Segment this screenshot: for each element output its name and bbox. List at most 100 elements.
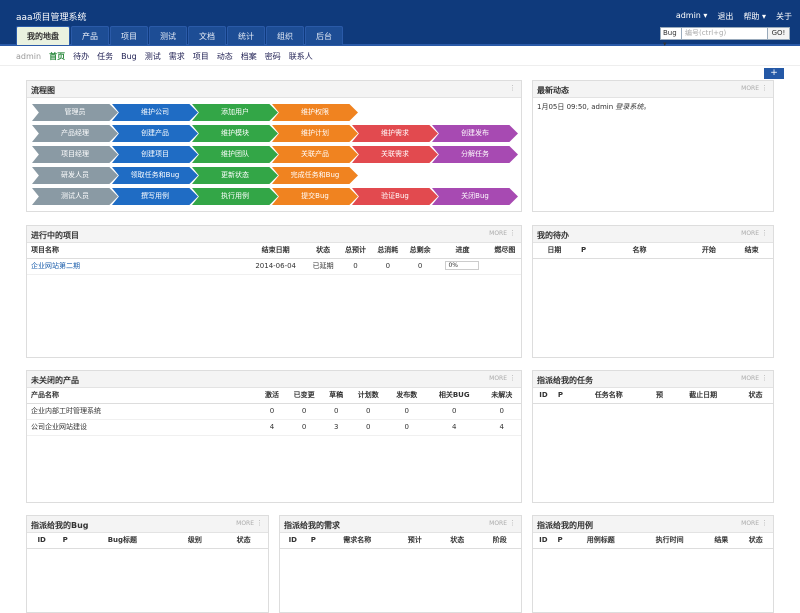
col-status[interactable]: 状态 — [738, 388, 773, 404]
tab-doc[interactable]: 文档 — [188, 26, 226, 45]
col-story-name[interactable]: 需求名称 — [321, 533, 394, 549]
flow-role-step[interactable]: 产品经理 — [32, 125, 118, 142]
add-block-button[interactable]: + — [764, 68, 784, 79]
col-project-name[interactable]: 项目名称 — [27, 243, 245, 259]
col-pri[interactable]: P — [554, 388, 567, 404]
bugs-menu-icon[interactable]: ⋮ — [256, 519, 263, 527]
col-draft[interactable]: 草稿 — [323, 388, 350, 404]
col-estimate[interactable]: 总预计 — [339, 243, 372, 259]
col-status[interactable]: 状态 — [307, 243, 340, 259]
subnav-contacts[interactable]: 联系人 — [288, 52, 313, 61]
subnav-todo[interactable]: 待办 — [73, 52, 90, 61]
user-menu[interactable]: admin ▾ — [675, 11, 708, 20]
products-menu-icon[interactable]: ⋮ — [509, 374, 516, 382]
flow-step[interactable]: 维护计划 — [272, 125, 358, 142]
flow-role-step[interactable]: 项目经理 — [32, 146, 118, 163]
col-estimate[interactable]: 预 — [650, 388, 669, 404]
col-end-date[interactable]: 结束日期 — [244, 243, 307, 259]
subnav-task[interactable]: 任务 — [97, 52, 114, 61]
search-type-select[interactable]: Bug ▾ — [660, 27, 682, 48]
flow-role-step[interactable]: 管理员 — [32, 104, 118, 121]
flow-step[interactable]: 更新状态 — [192, 167, 278, 184]
flow-step[interactable]: 执行用例 — [192, 188, 278, 205]
subnav-story[interactable]: 需求 — [168, 52, 185, 61]
col-date[interactable]: 日期 — [533, 243, 576, 259]
col-plans[interactable]: 计划数 — [349, 388, 388, 404]
flow-step[interactable]: 维护权限 — [272, 104, 358, 121]
news-more-link[interactable]: MORE — [741, 85, 759, 92]
tab-admin[interactable]: 后台 — [305, 26, 343, 45]
todo-menu-icon[interactable]: ⋮ — [761, 229, 768, 237]
col-stage[interactable]: 阶段 — [478, 533, 521, 549]
tab-project[interactable]: 项目 — [110, 26, 148, 45]
flow-step[interactable]: 提交Bug — [272, 188, 358, 205]
tab-my[interactable]: 我的地盘 — [16, 26, 70, 45]
product-name-cell[interactable]: 公司企业网站建设 — [27, 419, 260, 436]
flow-role-step[interactable]: 研发人员 — [32, 167, 118, 184]
col-id[interactable]: ID — [280, 533, 306, 549]
col-status[interactable]: 状态 — [435, 533, 479, 549]
search-input[interactable]: 编号(ctrl+g) — [682, 27, 768, 40]
news-item-text[interactable]: 登录系统。 — [615, 103, 651, 111]
col-left[interactable]: 总剩余 — [403, 243, 437, 259]
col-status[interactable]: 状态 — [219, 533, 268, 549]
col-bugs[interactable]: 相关BUG — [426, 388, 483, 404]
flow-step[interactable]: 维护模块 — [192, 125, 278, 142]
tab-company[interactable]: 组织 — [266, 26, 304, 45]
stories-more-link[interactable]: MORE — [489, 520, 507, 527]
project-link[interactable]: 企业网站第二期 — [31, 262, 80, 270]
col-pri[interactable]: P — [305, 533, 322, 549]
subnav-dynamic[interactable]: 动态 — [216, 52, 233, 61]
flow-step[interactable]: 创建项目 — [112, 146, 198, 163]
col-releases[interactable]: 发布数 — [387, 388, 427, 404]
col-product-name[interactable]: 产品名称 — [27, 388, 260, 404]
col-run-time[interactable]: 执行时间 — [635, 533, 705, 549]
col-begin[interactable]: 开始 — [687, 243, 731, 259]
about-link[interactable]: 关于 — [776, 12, 792, 21]
col-pri[interactable]: P — [553, 533, 567, 549]
flow-step[interactable]: 完成任务和Bug — [272, 167, 358, 184]
search-go-button[interactable]: GO! — [768, 27, 790, 40]
col-name[interactable]: 名称 — [591, 243, 688, 259]
cases-menu-icon[interactable]: ⋮ — [761, 519, 768, 527]
projects-menu-icon[interactable]: ⋮ — [509, 229, 516, 237]
projects-more-link[interactable]: MORE — [489, 230, 507, 237]
todo-more-link[interactable]: MORE — [741, 230, 759, 237]
flow-panel-menu-icon[interactable]: ⋮ — [509, 84, 516, 92]
subnav-project[interactable]: 项目 — [192, 52, 209, 61]
flow-step[interactable]: 关闭Bug — [432, 188, 518, 205]
cases-more-link[interactable]: MORE — [741, 520, 759, 527]
products-more-link[interactable]: MORE — [489, 375, 507, 382]
col-estimate[interactable]: 预计 — [393, 533, 436, 549]
subnav-index[interactable]: 首页 — [49, 52, 66, 61]
flow-step[interactable]: 创建发布 — [432, 125, 518, 142]
col-deadline[interactable]: 截止日期 — [668, 388, 739, 404]
col-result[interactable]: 结果 — [704, 533, 739, 549]
col-severity[interactable]: 级别 — [170, 533, 220, 549]
col-consumed[interactable]: 总消耗 — [371, 243, 404, 259]
flow-step[interactable]: 维护需求 — [352, 125, 438, 142]
stories-menu-icon[interactable]: ⋮ — [509, 519, 516, 527]
flow-step[interactable]: 分解任务 — [432, 146, 518, 163]
col-unresolved[interactable]: 未解决 — [482, 388, 521, 404]
col-id[interactable]: ID — [27, 533, 57, 549]
news-menu-icon[interactable]: ⋮ — [761, 84, 768, 92]
flow-step[interactable]: 维护公司 — [112, 104, 198, 121]
col-case-title[interactable]: 用例标题 — [566, 533, 636, 549]
product-name-cell[interactable]: 企业内部工时管理系统 — [27, 403, 260, 420]
col-bug-title[interactable]: Bug标题 — [74, 533, 171, 549]
flow-step[interactable]: 撰写用例 — [112, 188, 198, 205]
subnav-password[interactable]: 密码 — [264, 52, 281, 61]
tab-qa[interactable]: 测试 — [149, 26, 187, 45]
tab-product[interactable]: 产品 — [71, 26, 109, 45]
flow-step[interactable]: 创建产品 — [112, 125, 198, 142]
flow-step[interactable]: 添加用户 — [192, 104, 278, 121]
flow-step[interactable]: 关联产品 — [272, 146, 358, 163]
subnav-test[interactable]: 测试 — [144, 52, 161, 61]
col-pri[interactable]: P — [575, 243, 592, 259]
flow-step[interactable]: 维护团队 — [192, 146, 278, 163]
flow-step[interactable]: 验证Bug — [352, 188, 438, 205]
logout-link[interactable]: 退出 — [717, 12, 734, 21]
subnav-bug[interactable]: Bug — [121, 52, 137, 61]
col-id[interactable]: ID — [533, 388, 554, 404]
